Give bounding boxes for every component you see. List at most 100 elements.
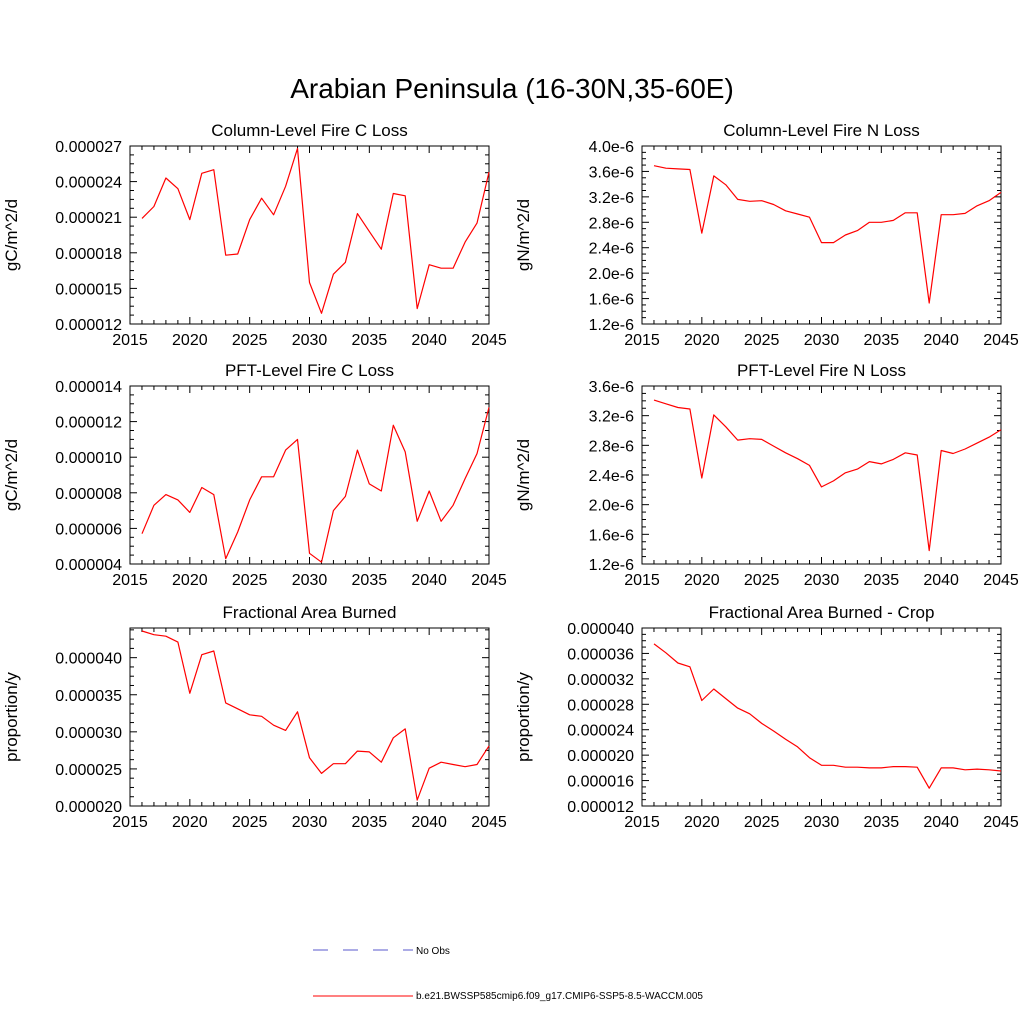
- x-tick-label: 2020: [172, 572, 208, 589]
- y-tick-label: 4.0e-6: [589, 139, 634, 156]
- x-tick-label: 2030: [292, 572, 328, 589]
- x-tick-label: 2045: [471, 814, 507, 831]
- x-tick-label: 2040: [923, 572, 959, 589]
- x-tick-label: 2025: [744, 332, 780, 349]
- series-line: [653, 165, 1002, 304]
- panel-title: PFT-Level Fire N Loss: [737, 361, 906, 380]
- chart-panel-5: Fractional Area Burned proportion/y 2015 20…: [2, 603, 507, 831]
- series-line: [653, 399, 1002, 552]
- plot-frame: [641, 627, 1002, 807]
- y-tick-label: 1.2e-6: [589, 557, 634, 574]
- y-tick-label: 3.6e-6: [589, 379, 634, 396]
- legend: No Obs b.e21.BWSSP585cmip6.f09_g17.CMIP6…: [313, 946, 703, 1002]
- y-tick-label: 0.000028: [567, 697, 634, 714]
- x-tick-label: 2045: [471, 332, 507, 349]
- x-tick-label: 2045: [983, 332, 1019, 349]
- x-tick-label: 2030: [804, 814, 840, 831]
- y-tick-label: 2.8e-6: [589, 438, 634, 455]
- y-tick-label: 1.6e-6: [589, 527, 634, 544]
- y-tick-label: 0.000012: [567, 799, 634, 816]
- y-axis-label: gC/m^2/d: [2, 439, 21, 511]
- chart-panels: Column-Level Fire C Loss gC/m^2/d 2015 2020…: [2, 121, 1019, 831]
- y-tick-label: 0.000010: [55, 450, 122, 467]
- y-tick-label: 1.2e-6: [589, 317, 634, 334]
- plot-frame: [129, 145, 490, 325]
- series-line: [141, 407, 490, 563]
- panel-title: PFT-Level Fire C Loss: [225, 361, 394, 380]
- x-tick-label: 2025: [232, 332, 268, 349]
- y-tick-label: 0.000014: [55, 379, 122, 396]
- y-tick-label: 3.2e-6: [589, 190, 634, 207]
- legend-obs-label: No Obs: [416, 946, 450, 957]
- x-tick-label: 2035: [864, 572, 900, 589]
- x-tick-label: 2045: [983, 572, 1019, 589]
- y-tick-label: 0.000018: [55, 246, 122, 263]
- y-tick-label: 0.000027: [55, 139, 122, 156]
- x-tick-label: 2035: [352, 572, 388, 589]
- x-tick-label: 2025: [232, 572, 268, 589]
- x-tick-label: 2030: [292, 332, 328, 349]
- y-tick-label: 0.000032: [567, 672, 634, 689]
- y-tick-label: 0.000024: [55, 175, 122, 192]
- plot-frame: [641, 145, 1002, 325]
- x-tick-label: 2030: [804, 332, 840, 349]
- y-tick-label: 0.000030: [55, 725, 122, 742]
- legend-model-label: b.e21.BWSSP585cmip6.f09_g17.CMIP6-SSP5-8…: [416, 991, 703, 1002]
- y-tick-label: 0.000035: [55, 688, 122, 705]
- y-tick-label: 3.6e-6: [589, 164, 634, 181]
- series-line: [653, 643, 1002, 789]
- x-tick-label: 2035: [864, 332, 900, 349]
- x-tick-label: 2025: [744, 572, 780, 589]
- series-line: [141, 147, 490, 314]
- x-tick-label: 2020: [684, 814, 720, 831]
- y-tick-label: 0.000006: [55, 521, 122, 538]
- chart-panel-6: Fractional Area Burned - Crop proportion/…: [514, 603, 1019, 831]
- y-tick-label: 0.000021: [55, 210, 122, 227]
- y-tick-label: 2.4e-6: [589, 468, 634, 485]
- y-axis-label: gN/m^2/d: [514, 439, 533, 511]
- x-tick-label: 2020: [684, 572, 720, 589]
- x-tick-label: 2035: [352, 332, 388, 349]
- y-tick-label: 0.000012: [55, 317, 122, 334]
- x-tick-label: 2020: [172, 814, 208, 831]
- y-tick-label: 0.000020: [567, 748, 634, 765]
- x-tick-label: 2015: [112, 332, 148, 349]
- x-tick-label: 2025: [744, 814, 780, 831]
- x-tick-label: 2035: [864, 814, 900, 831]
- x-tick-label: 2025: [232, 814, 268, 831]
- panel-title: Column-Level Fire C Loss: [211, 121, 408, 140]
- y-tick-label: 0.000020: [55, 799, 122, 816]
- y-tick-label: 0.000040: [55, 651, 122, 668]
- y-tick-label: 0.000016: [567, 774, 634, 791]
- x-tick-label: 2040: [923, 814, 959, 831]
- chart-panel-2: Column-Level Fire N Loss gN/m^2/d 2015 2020…: [514, 121, 1019, 349]
- y-axis-label: proportion/y: [514, 672, 533, 762]
- panel-title: Column-Level Fire N Loss: [723, 121, 920, 140]
- x-tick-label: 2040: [923, 332, 959, 349]
- x-tick-label: 2040: [411, 572, 447, 589]
- plot-frame: [129, 385, 490, 565]
- y-tick-label: 2.0e-6: [589, 266, 634, 283]
- y-tick-label: 0.000036: [567, 646, 634, 663]
- y-axis-label: proportion/y: [2, 672, 21, 762]
- x-tick-label: 2040: [411, 332, 447, 349]
- y-tick-label: 0.000008: [55, 486, 122, 503]
- y-tick-label: 0.000025: [55, 762, 122, 779]
- y-tick-label: 0.000004: [55, 557, 122, 574]
- y-tick-label: 0.000024: [567, 723, 634, 740]
- plot-frame: [129, 627, 490, 807]
- x-tick-label: 2015: [624, 814, 660, 831]
- y-tick-label: 2.8e-6: [589, 215, 634, 232]
- chart-panel-4: PFT-Level Fire N Loss gN/m^2/d 2015 2020 202…: [514, 361, 1019, 589]
- x-tick-label: 2015: [112, 814, 148, 831]
- y-tick-label: 2.0e-6: [589, 498, 634, 515]
- x-tick-label: 2030: [292, 814, 328, 831]
- figure-title: Arabian Peninsula (16-30N,35-60E): [290, 73, 734, 104]
- x-tick-label: 2015: [624, 332, 660, 349]
- chart-panel-1: Column-Level Fire C Loss gC/m^2/d 2015 2020…: [2, 121, 507, 349]
- y-tick-label: 2.4e-6: [589, 241, 634, 258]
- y-tick-label: 0.000040: [567, 621, 634, 638]
- panel-title: Fractional Area Burned: [223, 603, 397, 622]
- x-tick-label: 2020: [684, 332, 720, 349]
